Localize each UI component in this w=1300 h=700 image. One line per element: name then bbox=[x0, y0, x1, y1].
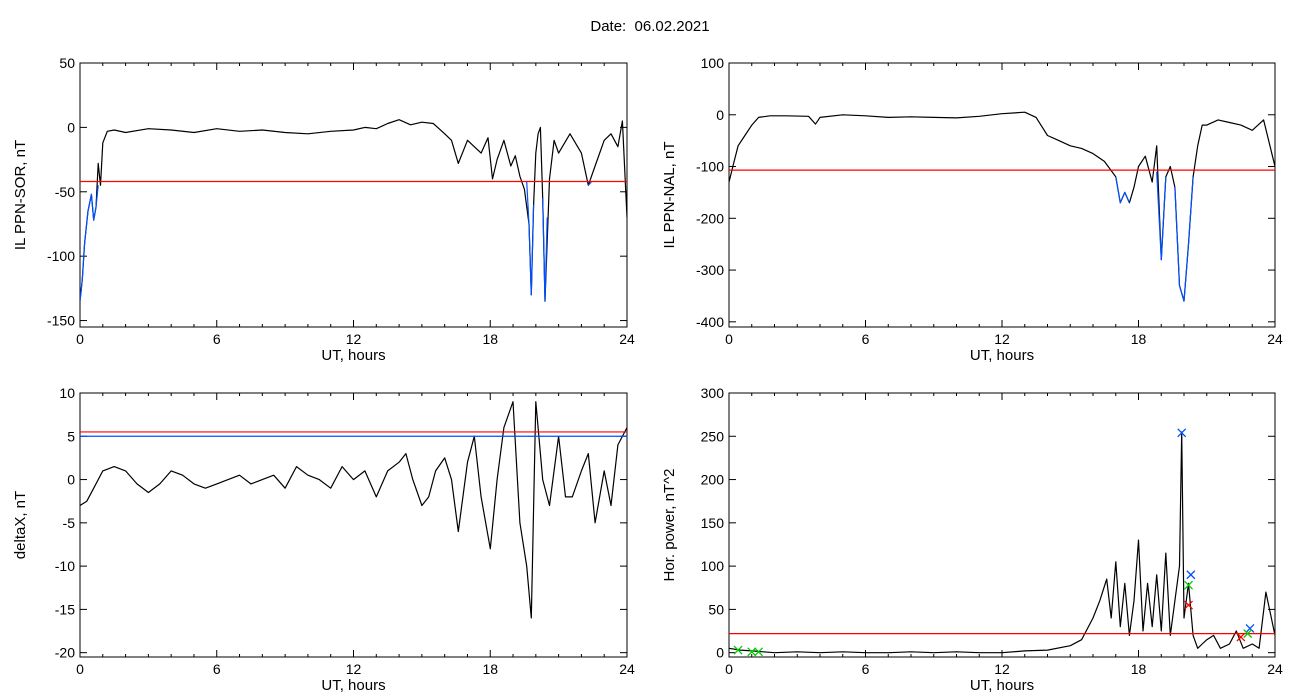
panel-hor-power: 0 6 12 18 24 300 250 200 150 100 50 0 UT, hours Hor. … bbox=[661, 385, 1283, 694]
x-marker bbox=[1177, 428, 1187, 438]
x-tick-label: 0 bbox=[725, 661, 733, 677]
x-marker-stroke bbox=[754, 647, 764, 657]
y-tick-label: -200 bbox=[696, 210, 724, 226]
y-tick-label: 50 bbox=[59, 55, 75, 71]
plot-area bbox=[729, 428, 1275, 657]
x-marker-stroke bbox=[1184, 600, 1194, 610]
x-tick-label: 18 bbox=[1131, 331, 1147, 347]
x-marker bbox=[1184, 580, 1194, 590]
series-line bbox=[542, 198, 548, 302]
y-tick-label: 100 bbox=[701, 55, 725, 71]
x-tick-label: 0 bbox=[76, 331, 84, 347]
y-tick-label: -20 bbox=[55, 645, 75, 661]
x-marker-stroke bbox=[1177, 428, 1187, 438]
axes-frame bbox=[728, 392, 1276, 658]
y-tick-label: -50 bbox=[55, 184, 75, 200]
series-line bbox=[729, 431, 1275, 654]
x-marker bbox=[754, 647, 764, 657]
series-line bbox=[729, 111, 1275, 302]
x-marker-stroke bbox=[1236, 632, 1246, 642]
x-marker bbox=[1236, 632, 1246, 642]
y-axis-label: IL PPN-NAL, nT bbox=[661, 142, 678, 249]
x-tick-label: 18 bbox=[482, 331, 498, 347]
x-tick-label: 18 bbox=[1131, 661, 1147, 677]
x-tick-label: 12 bbox=[346, 331, 362, 347]
y-axis-label: Hor. power, nT^2 bbox=[661, 469, 678, 582]
plot-area bbox=[80, 119, 627, 302]
x-marker bbox=[733, 645, 743, 655]
x-tick-label: 6 bbox=[862, 331, 870, 347]
x-tick-label: 0 bbox=[725, 331, 733, 347]
x-tick-label: 0 bbox=[76, 661, 84, 677]
y-tick-label: -10 bbox=[55, 558, 75, 574]
y-tick-label: 100 bbox=[701, 558, 725, 574]
plot-area bbox=[729, 111, 1275, 302]
x-tick-label: 12 bbox=[994, 661, 1010, 677]
x-tick-label: 24 bbox=[619, 661, 635, 677]
y-tick-label: 250 bbox=[701, 428, 725, 444]
x-axis-label: UT, hours bbox=[321, 677, 385, 694]
series-line bbox=[1174, 176, 1194, 302]
series-line bbox=[80, 401, 627, 619]
y-tick-label: 50 bbox=[708, 601, 724, 617]
x-marker bbox=[1245, 623, 1255, 633]
x-marker-stroke bbox=[1186, 570, 1196, 580]
y-tick-label: 0 bbox=[67, 119, 75, 135]
y-axis-label: IL PPN-SOR, nT bbox=[12, 140, 29, 250]
axes-frame bbox=[728, 62, 1276, 328]
figure-date-title: Date: 06.02.2021 bbox=[590, 18, 710, 35]
panel-ppn-sor: 0 6 12 18 24 50 0 -50 -100 -150 UT, hours IL PPN-SO… bbox=[12, 55, 635, 364]
y-tick-label: -15 bbox=[55, 601, 75, 617]
y-tick-label: 0 bbox=[716, 107, 724, 123]
y-axis-label: deltaX, nT bbox=[12, 491, 29, 559]
x-axis-label: UT, hours bbox=[321, 347, 385, 364]
series-line bbox=[80, 119, 627, 302]
panel-deltax: 0 6 12 18 24 10 5 0 -5 -10 -15 -20 UT, hours deltaX, … bbox=[12, 385, 635, 694]
x-marker bbox=[747, 647, 757, 657]
x-marker bbox=[1186, 570, 1196, 580]
x-axis-label: UT, hours bbox=[970, 677, 1034, 694]
x-axis-label: UT, hours bbox=[970, 347, 1034, 364]
series-line bbox=[1156, 171, 1167, 261]
x-tick-label: 6 bbox=[213, 331, 221, 347]
series-line bbox=[587, 181, 593, 186]
x-marker-stroke bbox=[1184, 580, 1194, 590]
plot-area bbox=[80, 401, 627, 619]
series-line bbox=[526, 181, 535, 296]
y-tick-label: -150 bbox=[47, 313, 75, 329]
series-line bbox=[1115, 176, 1130, 204]
y-tick-label: 150 bbox=[701, 515, 725, 531]
x-tick-label: 24 bbox=[619, 331, 635, 347]
x-tick-label: 24 bbox=[1267, 661, 1283, 677]
x-marker bbox=[1184, 600, 1194, 610]
x-marker bbox=[1243, 629, 1253, 639]
y-tick-label: 5 bbox=[67, 428, 75, 444]
y-tick-label: -300 bbox=[696, 262, 724, 278]
x-marker-stroke bbox=[747, 647, 757, 657]
x-marker-stroke bbox=[1243, 629, 1253, 639]
y-tick-label: 200 bbox=[701, 472, 725, 488]
y-tick-label: -5 bbox=[63, 515, 76, 531]
y-tick-label: 0 bbox=[716, 645, 724, 661]
panel-ppn-nal: 0 6 12 18 24 100 0 -100 -200 -300 -400 UT, hours IL … bbox=[661, 55, 1283, 364]
x-tick-label: 6 bbox=[862, 661, 870, 677]
y-tick-label: -400 bbox=[696, 314, 724, 330]
x-marker-stroke bbox=[1245, 623, 1255, 633]
x-tick-label: 24 bbox=[1267, 331, 1283, 347]
y-tick-label: 10 bbox=[59, 385, 75, 401]
series-line bbox=[80, 185, 99, 302]
x-tick-label: 6 bbox=[213, 661, 221, 677]
y-tick-label: 300 bbox=[701, 385, 725, 401]
y-tick-label: -100 bbox=[696, 159, 724, 175]
x-tick-label: 18 bbox=[482, 661, 498, 677]
y-tick-label: -100 bbox=[47, 248, 75, 264]
axes-frame bbox=[79, 392, 628, 658]
x-tick-label: 12 bbox=[346, 661, 362, 677]
y-tick-label: 0 bbox=[67, 472, 75, 488]
x-marker-stroke bbox=[733, 645, 743, 655]
x-tick-label: 12 bbox=[994, 331, 1010, 347]
